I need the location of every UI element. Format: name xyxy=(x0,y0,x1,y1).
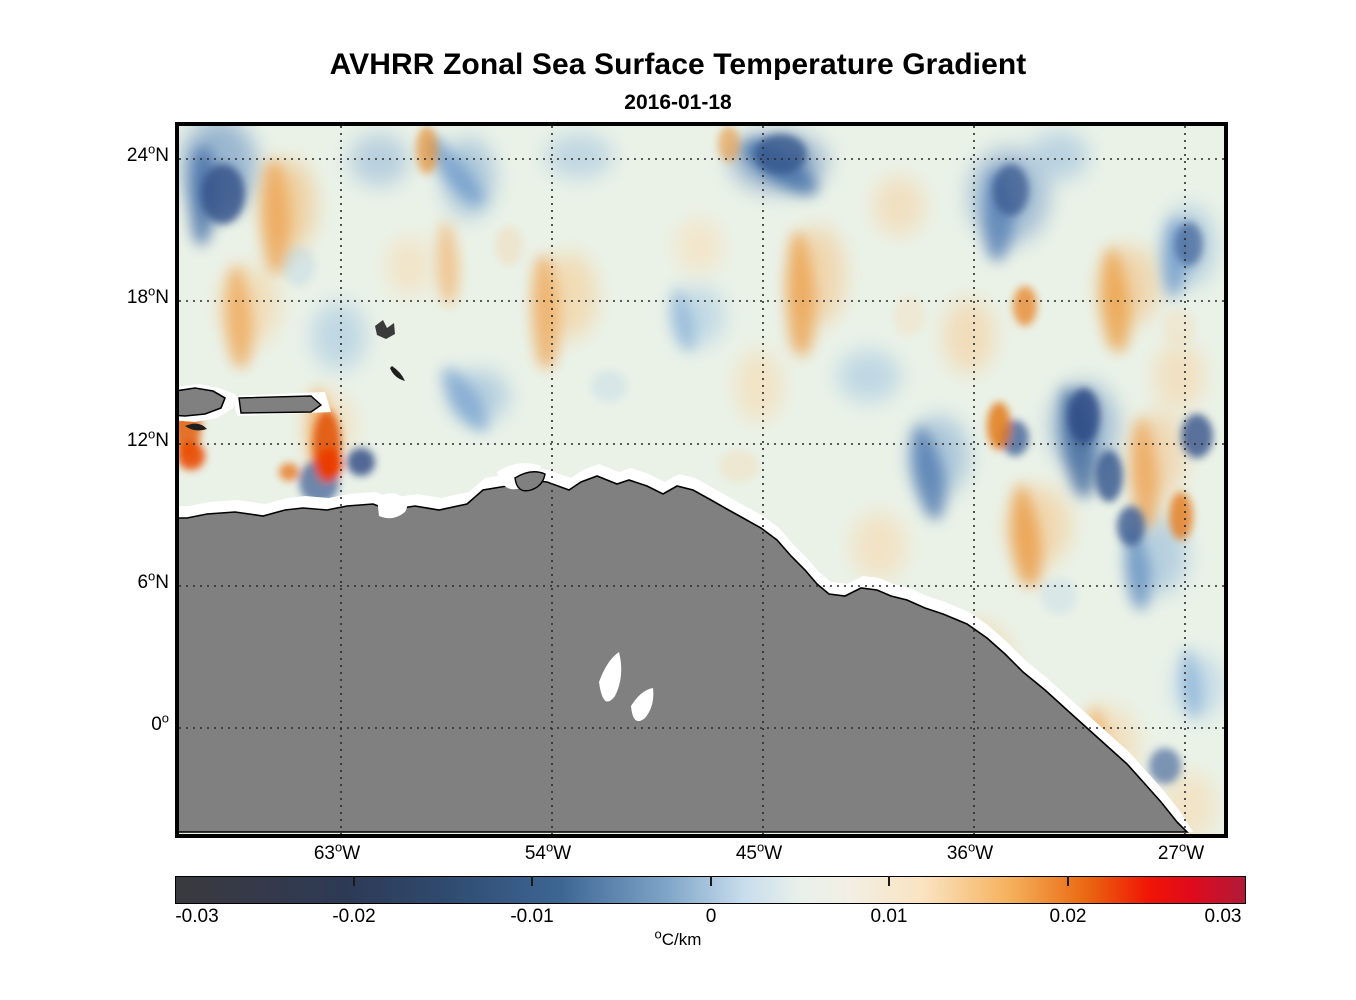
xtick-label-45W: 45oW xyxy=(735,839,783,864)
sst-gradient-map xyxy=(179,126,1224,834)
ytick-label-12N: 12oN xyxy=(126,426,169,451)
colorbar-tick-p001 xyxy=(888,876,890,886)
colorbar-label-n003: -0.03 xyxy=(175,906,219,927)
colorbar-unit-label: oC/km xyxy=(654,926,702,949)
colorbar-tick-p002 xyxy=(1067,876,1069,886)
xtick-label-27W: 27oW xyxy=(1157,839,1205,864)
ytick-label-24N: 24oN xyxy=(126,141,169,166)
ytick-label-6N: 6oN xyxy=(137,568,169,593)
colorbar-tick-n001 xyxy=(531,876,533,886)
colorbar-label-n001: -0.01 xyxy=(510,906,554,927)
puerto-rico-island xyxy=(238,395,323,414)
colorbar-label-n002: -0.02 xyxy=(332,906,376,927)
hispaniola-island xyxy=(179,387,226,417)
colorbar-label-p001: 0.01 xyxy=(870,906,908,927)
xtick-label-36W: 36oW xyxy=(946,839,994,864)
coastal-peninsula xyxy=(514,471,546,492)
map-axes xyxy=(175,122,1228,838)
colorbar-label-p003: 0.03 xyxy=(1204,906,1242,927)
map-gridlines xyxy=(179,126,1224,834)
martinique-island xyxy=(390,366,405,381)
colorbar-label-zero: 0 xyxy=(705,906,717,927)
colorbar-label-p002: 0.02 xyxy=(1049,906,1087,927)
gulf-of-venezuela-nodata xyxy=(377,493,408,519)
ytick-label-18N: 18oN xyxy=(126,283,169,308)
xtick-label-63W: 63oW xyxy=(313,839,361,864)
colorbar-tick-zero xyxy=(710,876,712,886)
orinoco-delta-nodata xyxy=(599,652,622,702)
page-subtitle: 2016-01-18 xyxy=(624,91,732,114)
guadeloupe-island xyxy=(375,320,395,339)
xtick-label-54W: 54oW xyxy=(524,839,572,864)
colorbar: -0.03 -0.02 -0.01 0 0.01 0.02 0.03 xyxy=(175,876,1246,927)
amazon-mouth-nodata xyxy=(631,688,654,722)
ytick-label-0: 0o xyxy=(151,710,169,735)
aruba-curacao-islands xyxy=(185,423,207,431)
colorbar-tick-n002 xyxy=(353,876,355,886)
page-title: AVHRR Zonal Sea Surface Temperature Grad… xyxy=(329,48,1027,81)
